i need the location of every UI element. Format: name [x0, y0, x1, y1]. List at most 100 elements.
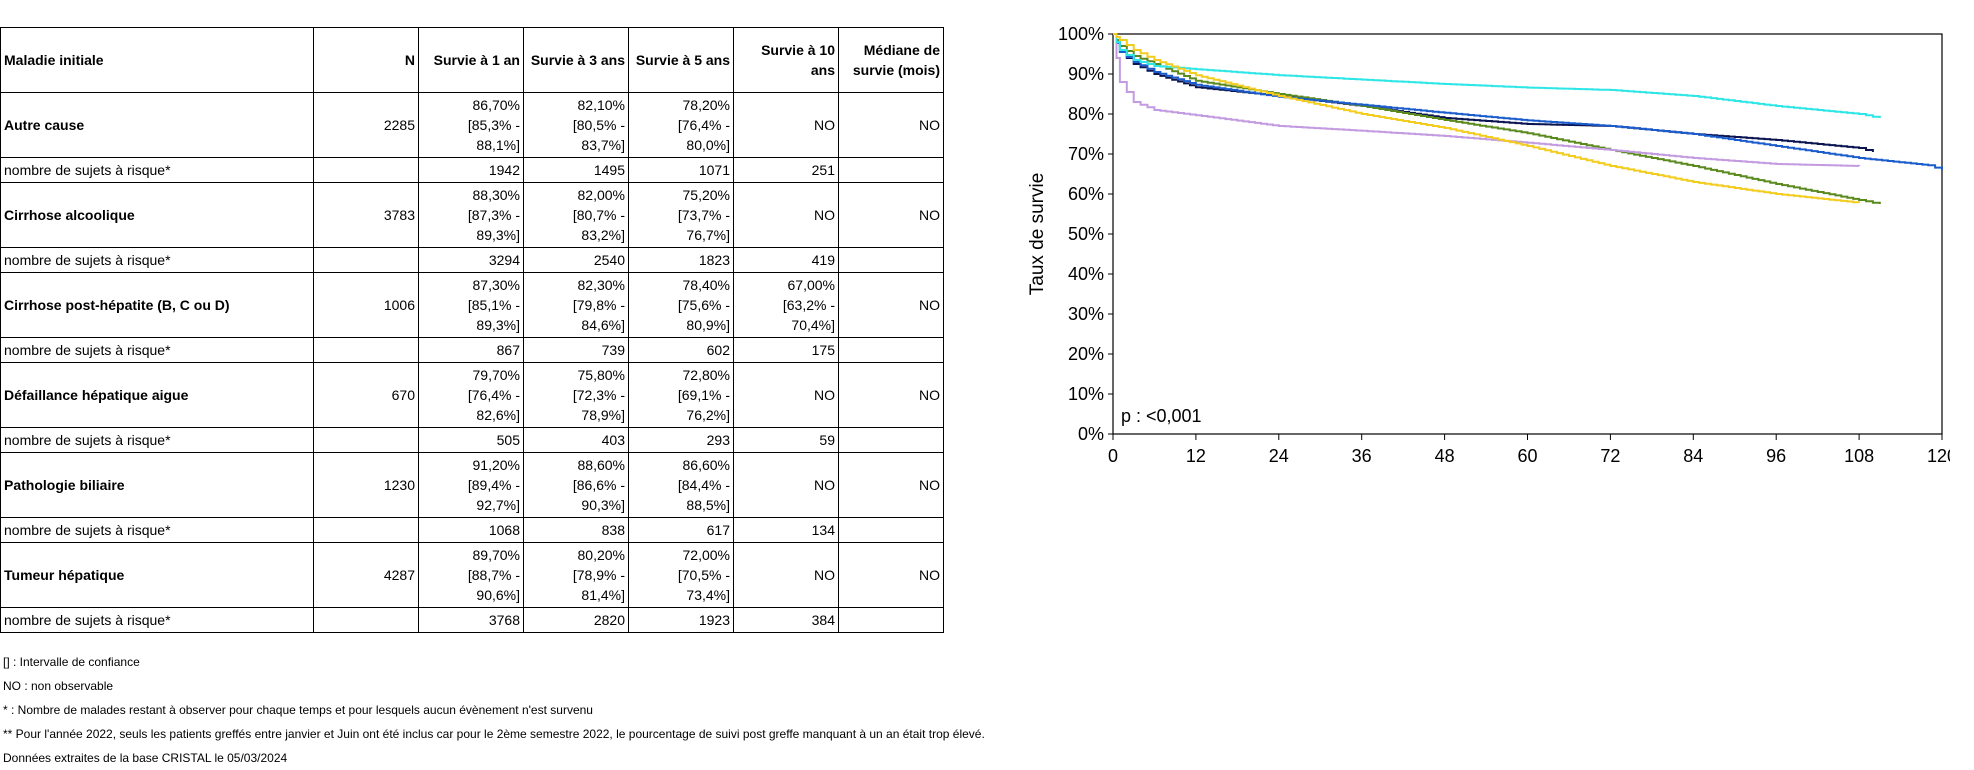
- x-tick-label: 72: [1600, 446, 1620, 466]
- survival-curve: [1113, 33, 1874, 152]
- footnotes: [] : Intervalle de confiance NO : non obs…: [3, 650, 985, 770]
- risk-row: nombre de sujets à risque* 867 739 602 175: [0, 337, 944, 363]
- survival-cell: 88,30% [87,3% -89,3%]: [418, 182, 524, 248]
- risk-label: nombre de sujets à risque*: [0, 157, 314, 183]
- survival-cell: 79,70% [76,4% -82,6%]: [418, 362, 524, 428]
- patient-count: 1006: [313, 272, 419, 338]
- at-risk-count: 403: [523, 427, 629, 453]
- x-tick-label: 120: [1927, 446, 1950, 466]
- footnote: NO : non observable: [3, 679, 114, 693]
- risk-row: nombre de sujets à risque* 1068 838 617 134: [0, 517, 944, 543]
- at-risk-count: [838, 337, 944, 363]
- at-risk-count: 602: [628, 337, 734, 363]
- at-risk-count: 3294: [418, 247, 524, 273]
- survival-cell: NO: [733, 452, 839, 518]
- footnote: ** Pour l'année 2022, seuls les patients…: [3, 727, 985, 741]
- risk-label: nombre de sujets à risque*: [0, 247, 314, 273]
- x-tick-label: 108: [1844, 446, 1874, 466]
- column-header: Maladie initiale: [0, 27, 314, 93]
- at-risk-count: 293: [628, 427, 734, 453]
- survival-cell: 89,70% [88,7% -90,6%]: [418, 542, 524, 608]
- at-risk-count: [838, 607, 944, 633]
- survival-cell: NO: [838, 272, 944, 338]
- y-tick-label: 70%: [1068, 144, 1104, 164]
- survival-cell: 82,30% [79,8% -84,6%]: [523, 272, 629, 338]
- x-tick-label: 24: [1269, 446, 1289, 466]
- survival-cell: 88,60% [86,6% -90,3%]: [523, 452, 629, 518]
- y-tick-label: 30%: [1068, 304, 1104, 324]
- survival-cell: 82,00% [80,7% -83,2%]: [523, 182, 629, 248]
- risk-row: nombre de sujets à risque* 505 403 293 59: [0, 427, 944, 453]
- at-risk-count: 1823: [628, 247, 734, 273]
- survival-cell: NO: [838, 182, 944, 248]
- table-row: Pathologie biliaire 1230 91,20% [89,4% -92,…: [0, 452, 944, 518]
- risk-row: nombre de sujets à risque* 1942 1495 1071 25…: [0, 157, 944, 183]
- survival-cell: 82,10% [80,5% -83,7%]: [523, 92, 629, 158]
- at-risk-count: 739: [523, 337, 629, 363]
- table-row: Autre cause 2285 86,70% [85,3% -88,1%] 82,10…: [0, 92, 944, 158]
- empty-cell: [313, 517, 419, 543]
- column-header: Médiane de survie (mois): [838, 27, 944, 93]
- y-tick-label: 50%: [1068, 224, 1104, 244]
- empty-cell: [313, 337, 419, 363]
- at-risk-count: 867: [418, 337, 524, 363]
- risk-row: nombre de sujets à risque* 3294 2540 1823 41…: [0, 247, 944, 273]
- survival-cell: NO: [733, 542, 839, 608]
- empty-cell: [313, 607, 419, 633]
- survival-cell: 80,20% [78,9% -81,4%]: [523, 542, 629, 608]
- y-tick-label: 100%: [1058, 24, 1104, 44]
- disease-label: Cirrhose post-hépatite (B, C ou D): [0, 272, 314, 338]
- survival-curve: [1113, 33, 1861, 167]
- survival-cell: 86,60% [84,4% -88,5%]: [628, 452, 734, 518]
- empty-cell: [313, 247, 419, 273]
- at-risk-count: 2820: [523, 607, 629, 633]
- at-risk-count: [838, 427, 944, 453]
- at-risk-count: 1942: [418, 157, 524, 183]
- at-risk-count: 3768: [418, 607, 524, 633]
- survival-cell: NO: [733, 182, 839, 248]
- footnote: [] : Intervalle de confiance: [3, 655, 140, 669]
- at-risk-count: [838, 517, 944, 543]
- patient-count: 2285: [313, 92, 419, 158]
- at-risk-count: 1068: [418, 517, 524, 543]
- at-risk-count: 1071: [628, 157, 734, 183]
- table-row: Cirrhose post-hépatite (B, C ou D) 1006 87…: [0, 272, 944, 338]
- survival-cell: 78,20% [76,4% -80,0%]: [628, 92, 734, 158]
- at-risk-count: [838, 247, 944, 273]
- x-tick-label: 96: [1766, 446, 1786, 466]
- x-tick-label: 36: [1352, 446, 1372, 466]
- x-tick-label: 84: [1683, 446, 1703, 466]
- survival-curve: [1113, 33, 1861, 204]
- column-header: N: [313, 27, 419, 93]
- column-header: Survie à 1 an: [418, 27, 524, 93]
- disease-label: Défaillance hépatique aigue: [0, 362, 314, 428]
- column-header: Survie à 10 ans: [733, 27, 839, 93]
- at-risk-count: 419: [733, 247, 839, 273]
- y-tick-label: 10%: [1068, 384, 1104, 404]
- risk-label: nombre de sujets à risque*: [0, 517, 314, 543]
- table-row: Tumeur hépatique 4287 89,70% [88,7% -90,6%]…: [0, 542, 944, 608]
- at-risk-count: 838: [523, 517, 629, 543]
- y-axis-label: Taux de survie: [1027, 173, 1048, 296]
- table-row: Cirrhose alcoolique 3783 88,30% [87,3% -89,…: [0, 182, 944, 248]
- survival-curve: [1113, 33, 1943, 170]
- at-risk-count: 175: [733, 337, 839, 363]
- risk-label: nombre de sujets à risque*: [0, 607, 314, 633]
- empty-cell: [313, 157, 419, 183]
- survival-chart: 0% 10% 20% 30% 40% 50% 60% 70% 80% 90% 100% 0 12 24 36…: [1027, 24, 1950, 466]
- patient-count: 1230: [313, 452, 419, 518]
- y-tick-label: 20%: [1068, 344, 1104, 364]
- at-risk-count: 134: [733, 517, 839, 543]
- survival-cell: NO: [838, 452, 944, 518]
- table-row: Défaillance hépatique aigue 670 79,70% [76,…: [0, 362, 944, 428]
- disease-label: Autre cause: [0, 92, 314, 158]
- at-risk-count: 251: [733, 157, 839, 183]
- survival-cell: 72,80% [69,1% -76,2%]: [628, 362, 734, 428]
- disease-label: Cirrhose alcoolique: [0, 182, 314, 248]
- at-risk-count: [838, 157, 944, 183]
- x-tick-label: 48: [1435, 446, 1455, 466]
- table-header-row: Maladie initiale N Survie à 1 an Survie à 3…: [0, 27, 944, 93]
- survival-cell: 91,20% [89,4% -92,7%]: [418, 452, 524, 518]
- empty-cell: [313, 427, 419, 453]
- survival-cell: 75,80% [72,3% -78,9%]: [523, 362, 629, 428]
